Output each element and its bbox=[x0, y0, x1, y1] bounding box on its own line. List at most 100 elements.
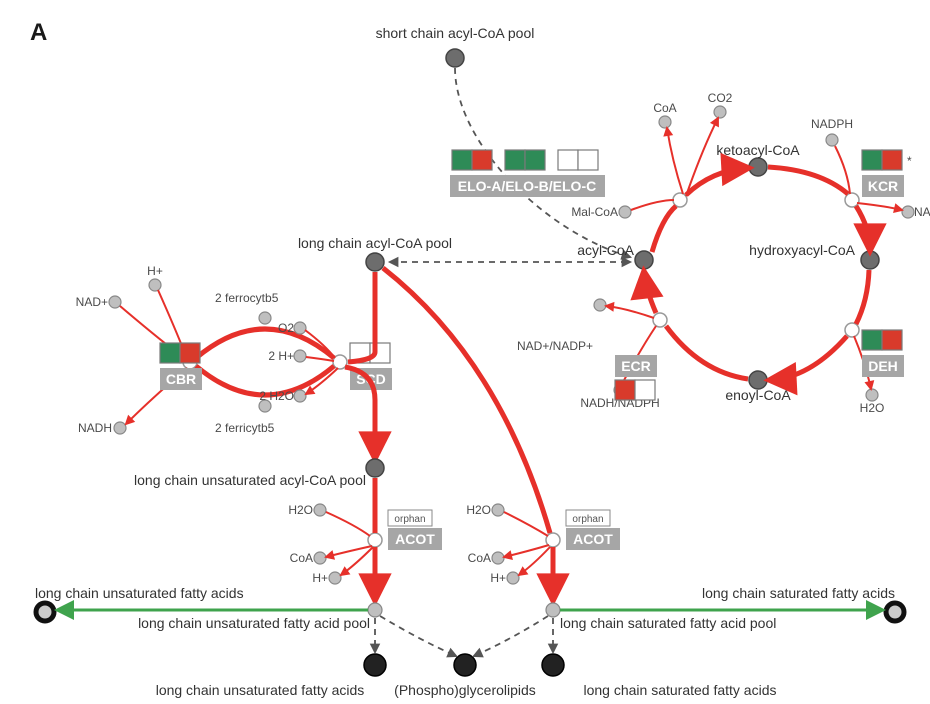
label-co2: CO2 bbox=[708, 91, 733, 105]
edge-longpool-acot2 bbox=[383, 268, 550, 533]
label-unsat-acyl-pool: long chain unsaturated acyl-CoA pool bbox=[134, 472, 366, 488]
node-sat-fa-pool bbox=[546, 603, 560, 617]
heatmap-cbr-1 bbox=[160, 343, 180, 363]
node-co2-out bbox=[714, 106, 726, 118]
heatmap-elo-c bbox=[558, 150, 598, 170]
node-nadp bbox=[902, 206, 914, 218]
node-h2o-deh bbox=[866, 389, 878, 401]
edge-h2o-acot1 bbox=[326, 512, 370, 536]
heatmap-elo-b bbox=[505, 150, 545, 170]
edge-dash-phospho-r bbox=[474, 616, 548, 656]
label-nad: NAD+ bbox=[76, 295, 108, 309]
heatmap-cbr-2 bbox=[180, 343, 200, 363]
arc-acyl-elo bbox=[652, 206, 676, 252]
label-keto: ketoacyl-CoA bbox=[716, 142, 800, 158]
node-acyl-coa bbox=[635, 251, 653, 269]
enzyme-acot2-label: ACOT bbox=[573, 531, 613, 547]
label-nadp: NADP bbox=[914, 205, 930, 219]
node-unsat-acyl-pool bbox=[366, 459, 384, 477]
enzyme-acot1: orphan ACOT bbox=[388, 510, 442, 550]
node-coa-out bbox=[659, 116, 671, 128]
label-enoyl: enoyl-CoA bbox=[725, 387, 791, 403]
enzyme-ecr-label: ECR bbox=[621, 358, 651, 374]
enzyme-cbr-label: CBR bbox=[166, 371, 196, 387]
node-hydroxy bbox=[861, 251, 879, 269]
enzyme-kcr-label: KCR bbox=[868, 178, 898, 194]
rxn-elo bbox=[673, 193, 687, 207]
heatmap-deh-1 bbox=[862, 330, 882, 350]
label-nadph: NADPH bbox=[811, 117, 853, 131]
label-coa-acot1: CoA bbox=[290, 551, 313, 565]
node-long-pool bbox=[366, 253, 384, 271]
label-coa-acot2: CoA bbox=[468, 551, 491, 565]
heatmap-kcr-1 bbox=[862, 150, 882, 170]
node-nadph bbox=[826, 134, 838, 146]
label-coa: CoA bbox=[653, 101, 676, 115]
orphan-label-2: orphan bbox=[572, 514, 603, 525]
node-h2o-acot2 bbox=[492, 504, 504, 516]
node-h2o-acot1 bbox=[314, 504, 326, 516]
enzyme-acot2: orphan ACOT bbox=[566, 510, 620, 550]
label-mal: Mal-CoA bbox=[571, 205, 618, 219]
arc-enoyl-ecr bbox=[666, 326, 748, 379]
heatmap-elo-a bbox=[452, 150, 492, 170]
enzyme-kcr: KCR * bbox=[862, 150, 912, 197]
heatmap-deh-2 bbox=[882, 330, 902, 350]
node-nad-nadp bbox=[594, 299, 606, 311]
label-hydroxy: hydroxyacyl-CoA bbox=[749, 242, 855, 258]
node-o2 bbox=[294, 322, 306, 334]
label-hplus-cbr: H+ bbox=[147, 264, 163, 278]
kcr-asterisk: * bbox=[907, 154, 912, 168]
node-h-acot1 bbox=[329, 572, 341, 584]
rxn-deh bbox=[845, 323, 859, 337]
node-phospho bbox=[454, 654, 476, 676]
label-unsat-fa-left: long chain unsaturated fatty acids bbox=[35, 585, 244, 601]
arc-hydroxy-deh bbox=[856, 270, 869, 324]
label-h-acot2: H+ bbox=[490, 571, 506, 585]
label-nadh-cbr: NADH bbox=[78, 421, 112, 435]
node-sat-fa-dark bbox=[542, 654, 564, 676]
label-2h: 2 H+ bbox=[268, 349, 294, 363]
edge-ecr-nad bbox=[606, 306, 654, 318]
node-sat-fa-sink bbox=[886, 603, 904, 621]
label-short-pool: short chain acyl-CoA pool bbox=[376, 25, 535, 41]
node-2h2o bbox=[294, 390, 306, 402]
edge-h2o-acot2 bbox=[504, 512, 548, 536]
node-2h bbox=[294, 350, 306, 362]
label-unsat-fa-pool: long chain unsaturated fatty acid pool bbox=[138, 615, 370, 631]
label-sat-fa-right: long chain saturated fatty acids bbox=[702, 585, 895, 601]
label-h2o-acot1: H2O bbox=[288, 503, 313, 517]
enzyme-elo: ELO-A/ELO-B/ELO-C bbox=[450, 150, 605, 197]
node-nadh-cbr bbox=[114, 422, 126, 434]
label-h2o-acot2: H2O bbox=[466, 503, 491, 517]
label-nad-nadp: NAD+/NADP+ bbox=[517, 339, 593, 353]
edge-kcr-nadp bbox=[857, 203, 902, 210]
node-coa-acot2 bbox=[492, 552, 504, 564]
node-nad bbox=[109, 296, 121, 308]
label-h2o-deh: H2O bbox=[860, 401, 885, 415]
enzyme-ecr: ECR bbox=[615, 355, 657, 400]
heatmap-ecr-2 bbox=[635, 380, 655, 400]
node-unsat-fa-dark bbox=[364, 654, 386, 676]
edge-elo-coa bbox=[667, 128, 683, 194]
enzyme-deh: DEH bbox=[862, 330, 904, 377]
rxn-ecr bbox=[653, 313, 667, 327]
label-long-pool: long chain acyl-CoA pool bbox=[298, 235, 452, 251]
node-hplus-cbr bbox=[149, 279, 161, 291]
enzyme-elo-label: ELO-A/ELO-B/ELO-C bbox=[458, 178, 596, 194]
label-h-acot1: H+ bbox=[312, 571, 328, 585]
enzyme-acot1-label: ACOT bbox=[395, 531, 435, 547]
node-unsat-fa-sink bbox=[36, 603, 54, 621]
node-h-acot2 bbox=[507, 572, 519, 584]
rxn-kcr bbox=[845, 193, 859, 207]
label-o2: O2 bbox=[278, 321, 294, 335]
orphan-label-1: orphan bbox=[394, 514, 425, 525]
node-unsat-fa-pool bbox=[368, 603, 382, 617]
node-ferro bbox=[259, 312, 271, 324]
arc-kcr-hydroxy bbox=[856, 206, 870, 250]
arc-deh-enoyl bbox=[770, 336, 847, 380]
arc-cbr-top bbox=[196, 329, 334, 358]
panel-label: A bbox=[30, 19, 47, 46]
label-unsat-fa2: long chain unsaturated fatty acids bbox=[156, 682, 365, 698]
node-coa-acot1 bbox=[314, 552, 326, 564]
